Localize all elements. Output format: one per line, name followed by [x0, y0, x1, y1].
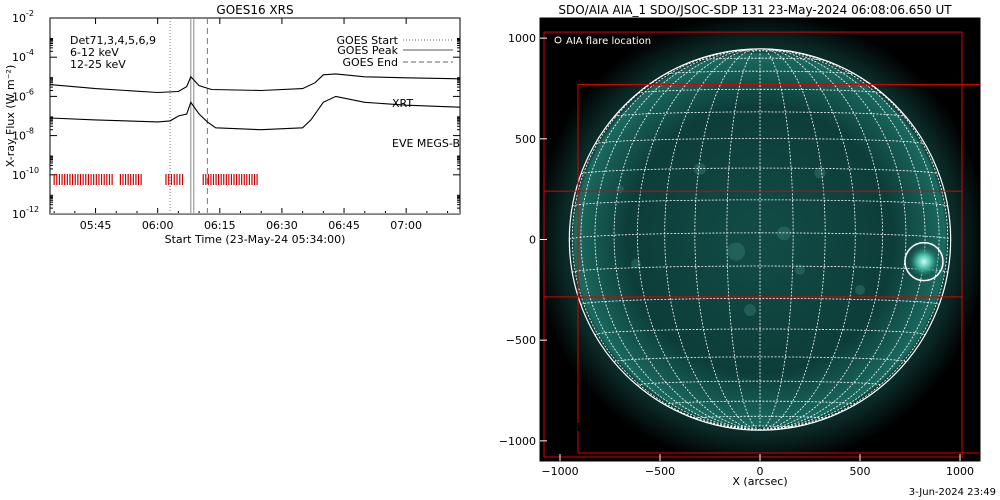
x-tick-label: 06:15 [204, 219, 236, 232]
longitude-line [759, 49, 940, 431]
aia-legend: AIA flare location [554, 36, 651, 47]
latitude-line [580, 298, 940, 305]
energy-band-12-25-label: 12-25 keV [70, 58, 126, 71]
active-region-patch [616, 185, 624, 194]
x-tick-label: 05:45 [80, 219, 112, 232]
lightcurve-y-axis-label: X-ray Flux (W m⁻²) [4, 65, 17, 167]
latitude-line [664, 400, 856, 405]
active-region-patch [694, 163, 706, 176]
active-regions [616, 163, 865, 316]
latitude-line [594, 138, 926, 145]
x-tick-label: 07:00 [390, 219, 422, 232]
flare-location-legend-icon [554, 36, 562, 44]
y-tick-label: 10 [12, 208, 26, 221]
latitude-line [664, 70, 856, 75]
y-tick-label: 10 [12, 169, 26, 182]
y-tick-exponent: -10 [26, 166, 39, 175]
longitude-line [580, 49, 761, 431]
x-tick-label: 06:45 [328, 219, 360, 232]
series-line-1 [50, 95, 460, 131]
aia-y-tick-label: −500 [506, 334, 536, 347]
longitude-line [613, 48, 761, 431]
active-region-patch [795, 264, 805, 275]
solar-limb [568, 48, 952, 431]
y-tick-exponent: -2 [26, 9, 34, 18]
longitude-line [759, 48, 826, 431]
xrt-coverage-ticks [53, 174, 258, 185]
latitude-line [726, 425, 794, 428]
detector-label: Det71,3,4,5,6,9 [70, 34, 156, 47]
longitude-line [664, 48, 761, 431]
x-tick-label: 06:30 [266, 219, 298, 232]
aia-flare-location-marker [904, 241, 944, 282]
aia-x-ticks: −1000 −500 0 500 1000 [541, 454, 974, 478]
longitude-line [726, 48, 761, 431]
energy-band-6-12-label: 6-12 keV [70, 46, 119, 59]
lightcurve-legend: GOES Start GOES Peak GOES End [337, 34, 453, 69]
latitude-line [594, 328, 926, 336]
latitude-line [694, 415, 826, 419]
legend-goes-end: GOES End [342, 56, 398, 69]
y-tick-exponent: -6 [26, 87, 34, 96]
aia-x-tick-label: 500 [850, 465, 871, 478]
longitude-line [759, 48, 883, 431]
aia-y-ticks: −1000 −500 0 500 1000 [499, 32, 547, 448]
longitude-line [694, 48, 761, 431]
y-tick-label: 10 [12, 51, 26, 64]
active-region-patch [744, 303, 756, 316]
xrt-fov-boxes [543, 31, 980, 458]
latitude-line [571, 199, 949, 207]
longitude-line [759, 48, 794, 431]
y-tick-label: 10 [12, 12, 26, 25]
y-tick-exponent: -4 [26, 48, 34, 57]
aia-x-tick-label: −1000 [541, 465, 578, 478]
aia-x-tick-label: −500 [645, 465, 675, 478]
aia-image-title: SDO/AIA AIA_1 SDO/JSOC-SDP 131 23-May-20… [558, 3, 952, 17]
latitude-line [614, 111, 906, 118]
goes-event-markers [169, 18, 208, 214]
active-region-patch [855, 284, 865, 295]
legend-goes-start: GOES Start [337, 34, 399, 47]
footer-timestamp: 3-Jun-2024 23:49 [909, 487, 996, 498]
series-line-0 [50, 73, 460, 94]
y-tick-label: 10 [12, 90, 26, 103]
xrt-fov-box [543, 190, 963, 298]
latitude-line [695, 57, 825, 61]
aia-legend-label: AIA flare location [566, 36, 651, 47]
latitude-line [637, 88, 883, 94]
xrt-annotation: XRT [392, 97, 413, 110]
y-tick-exponent: -8 [26, 127, 34, 136]
active-region-patch [814, 167, 826, 179]
lightcurve-series [50, 73, 460, 214]
aia-y-tick-label: 0 [529, 234, 536, 247]
latitude-line [637, 380, 883, 386]
eve-annotation: EVE MEGS-B [392, 137, 460, 150]
lightcurve-x-axis-label: Start Time (23-May-24 05:34:00) [165, 233, 346, 246]
xrt-fov-box [577, 83, 980, 454]
aia-y-tick-label: 500 [515, 133, 536, 146]
active-region-patch [777, 226, 791, 241]
y-tick-exponent: -12 [26, 205, 39, 214]
longitude-line [759, 48, 907, 431]
longitude-line [759, 48, 856, 431]
latitude-line [580, 167, 940, 175]
flare-glow [906, 244, 942, 279]
aia-y-tick-label: 1000 [508, 32, 536, 45]
legend-goes-peak: GOES Peak [337, 44, 398, 57]
latitude-line [569, 232, 951, 240]
lightcurve-title: GOES16 XRS [216, 3, 293, 17]
aia-x-axis-label: X (arcsec) [732, 475, 787, 488]
longitude-line [637, 48, 761, 431]
xrt-fov-label: XRT FOV [552, 421, 599, 434]
aia-x-tick-label: 1000 [946, 465, 974, 478]
x-tick-label: 06:00 [142, 219, 174, 232]
active-region-patch [727, 242, 745, 261]
y-tick-label: 10 [12, 130, 26, 143]
aia-y-tick-label: −1000 [499, 435, 536, 448]
aia-image-panel: SDO/AIA AIA_1 SDO/JSOC-SDP 131 23-May-20… [499, 3, 981, 488]
aia-x-tick-label: 0 [757, 465, 764, 478]
